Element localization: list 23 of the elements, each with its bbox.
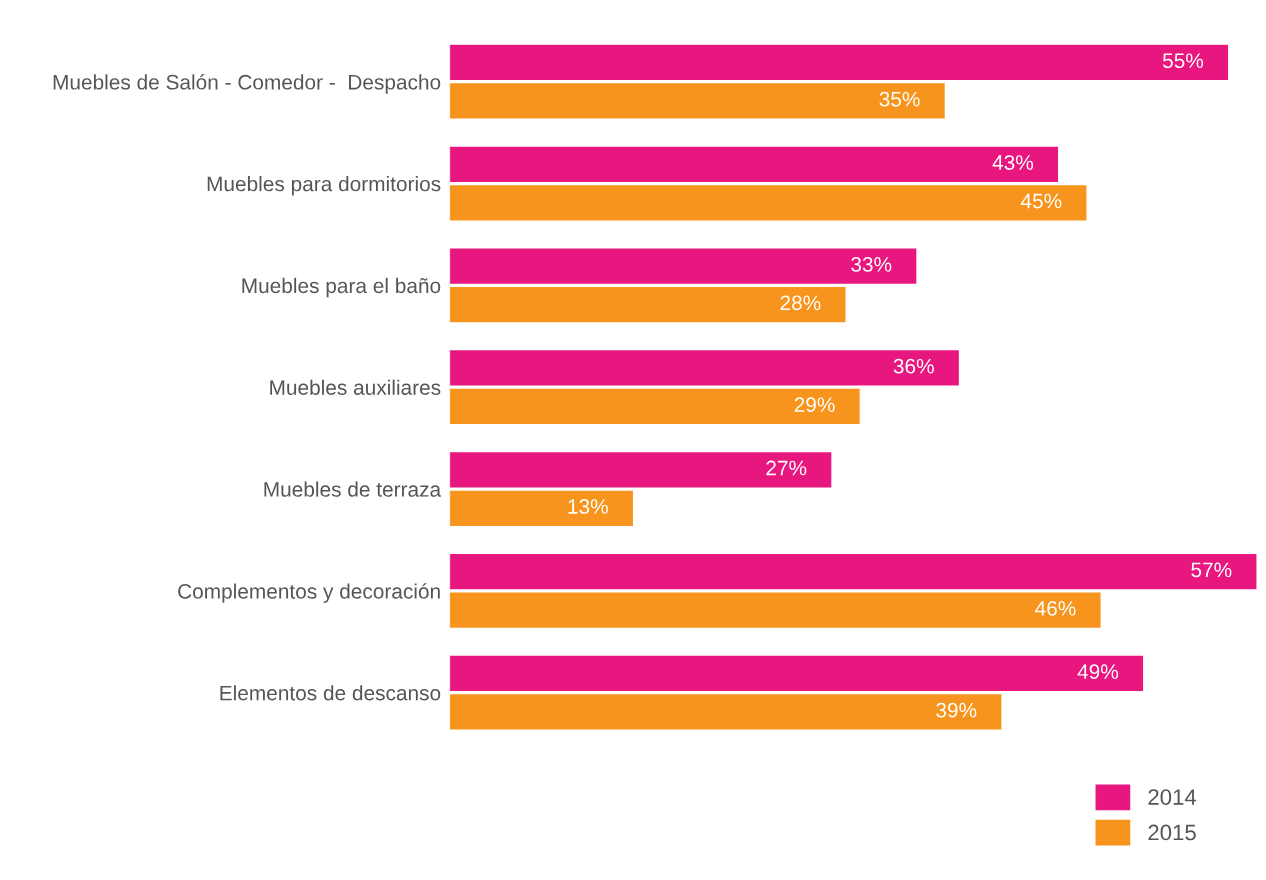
- y-tick-label: Muebles de terraza: [264, 481, 442, 497]
- data-label: 13%: [568, 499, 608, 514]
- data-label: 27%: [766, 460, 807, 476]
- data-label: 28%: [780, 295, 821, 311]
- y-tick-label: Elementos de descanso: [220, 685, 441, 701]
- data-label: 57%: [1191, 562, 1232, 578]
- y-tick-label: Complementos y decoración: [178, 583, 440, 603]
- data-label: 29%: [794, 397, 835, 413]
- data-label: 55%: [1162, 53, 1204, 69]
- y-tick-label: Muebles auxiliares: [270, 379, 441, 395]
- data-label: 43%: [992, 155, 1034, 170]
- data-label: 49%: [1077, 664, 1119, 680]
- legend-label: 2014: [1148, 789, 1197, 805]
- data-label: 33%: [851, 256, 892, 272]
- data-label: 35%: [879, 91, 920, 107]
- data-label: 36%: [893, 358, 934, 374]
- data-label: 46%: [1035, 600, 1076, 616]
- legend-label: 2015: [1148, 824, 1196, 841]
- data-label: 45%: [1020, 193, 1062, 209]
- y-tick-label: Muebles para el baño: [242, 277, 441, 298]
- y-tick-label: Muebles para dormitorios: [207, 175, 441, 196]
- y-tick-label: Muebles de Salón - Comedor - Despacho: [53, 74, 441, 94]
- data-label: 39%: [936, 702, 977, 718]
